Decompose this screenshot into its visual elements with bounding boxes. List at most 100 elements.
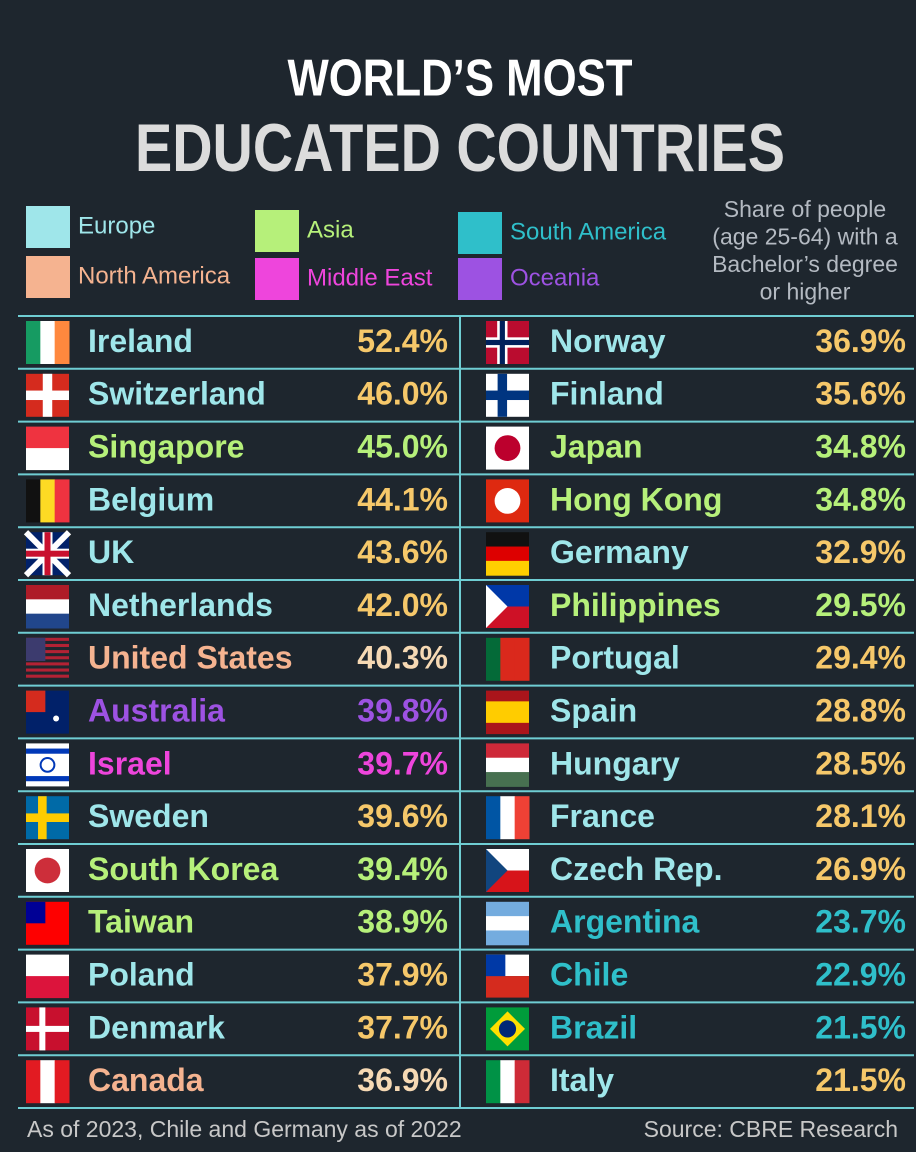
flag-part [34,857,61,884]
flag-part [486,560,529,576]
legend-label: South America [510,218,667,245]
share-value: 39.8% [357,692,448,728]
flag-part [26,599,69,615]
country-name: Ireland [88,323,193,359]
legend-swatch [458,258,502,300]
country-name: Singapore [88,428,244,464]
flag-part [26,637,69,641]
share-value: 28.8% [815,692,906,728]
flag [486,743,529,787]
flag-part [486,901,529,917]
flag-part [514,796,530,840]
share-value: 22.9% [815,956,906,992]
share-value: 29.5% [815,587,906,623]
flag [26,901,69,945]
flag-part [26,550,69,557]
flag-part [26,954,69,977]
legend-swatch [458,212,502,254]
flag-part [26,613,69,629]
country-name: Israel [88,745,172,781]
flag-part [53,715,60,722]
flag-part [26,585,69,600]
flag-part [26,656,69,660]
flag-part [514,1060,530,1104]
flag [486,1060,530,1104]
share-value: 39.4% [357,851,448,887]
share-value: 38.9% [357,904,448,940]
country-name: Sweden [88,798,209,834]
legend-label: Asia [307,216,354,243]
flag [26,1060,70,1104]
country-name: United States [88,640,292,676]
flag-part [486,546,529,562]
flag-part [486,757,529,773]
flag-part [26,637,46,662]
share-value: 26.9% [815,851,906,887]
country-name: Australia [88,692,225,728]
share-value: 39.6% [357,798,448,834]
flag-part [498,1020,517,1038]
share-value: 35.6% [815,376,906,412]
flag-part [26,426,69,449]
share-value: 21.5% [815,1062,906,1098]
flag [486,954,529,998]
country-name: Canada [88,1062,204,1098]
country-name: Poland [88,956,195,992]
flag-part [486,1060,501,1104]
flag-part [26,690,46,713]
share-value: 37.9% [357,956,448,992]
country-name: Belgium [88,481,214,517]
flag-part [26,390,69,401]
flag-part [26,901,46,924]
flag-part [54,1060,70,1104]
flag [26,585,69,629]
flag [486,690,529,735]
flag [26,1007,69,1051]
flag-part [486,772,529,787]
flag-part [514,637,530,681]
flag [486,373,529,417]
flag-part [54,479,70,523]
country-name: Philippines [550,587,721,623]
country-name: Brazil [550,1009,637,1045]
flag [26,743,69,787]
flag-part [486,532,529,548]
country-name: Czech Rep. [550,851,722,887]
country-name: Finland [550,376,664,412]
flag [26,796,69,840]
share-value: 23.7% [815,904,906,940]
share-value: 45.0% [357,428,448,464]
country-name: Hungary [550,745,680,781]
flag-part [26,1025,69,1032]
flag-part [486,585,508,628]
flag [26,321,70,364]
flag-part [500,1060,516,1104]
legend-swatch [26,206,70,248]
flag [486,1007,529,1051]
share-value: 52.4% [357,323,448,359]
legend-swatch [26,256,70,298]
flag [26,849,69,892]
flag-part [26,321,41,364]
share-value: 28.5% [815,745,906,781]
share-value: 42.0% [357,587,448,623]
flag-part [486,339,529,346]
flag-part [486,690,529,702]
flag-part [486,637,501,681]
share-value: 44.1% [357,481,448,517]
flag [26,690,69,734]
flag [486,849,529,892]
note-line: Bachelor’s degree [712,251,898,277]
share-value: 34.8% [815,428,906,464]
flag-part [486,954,506,977]
flag-part [500,637,516,681]
country-name: Norway [550,323,666,359]
flag [23,530,72,578]
flag [486,426,529,470]
share-value: 21.5% [815,1009,906,1045]
flag-part [486,796,501,840]
flag-part [26,813,69,822]
flag-part [26,748,69,754]
flag-part [39,757,56,773]
